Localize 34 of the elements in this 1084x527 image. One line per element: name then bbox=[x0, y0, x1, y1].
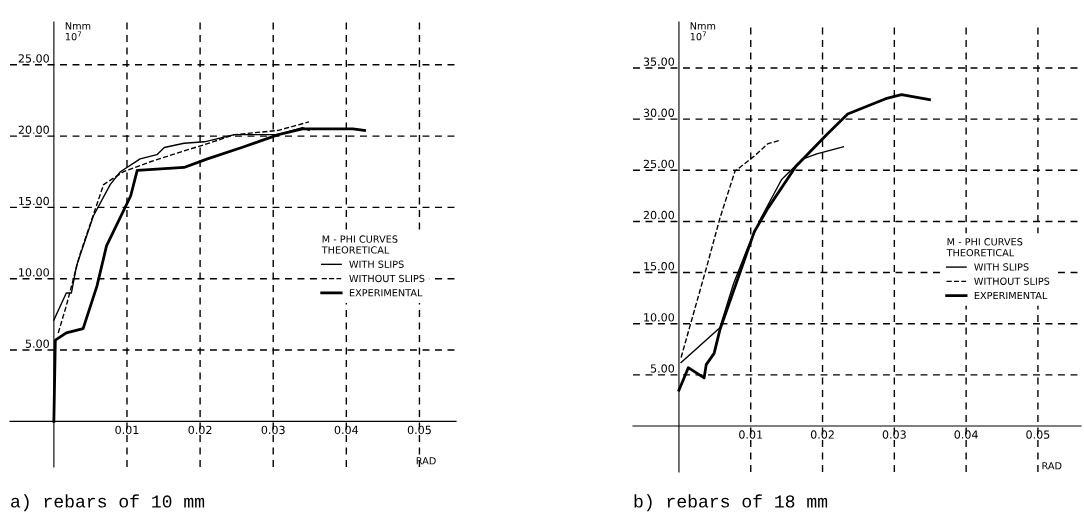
y-axis-title: Nmm 10$^{7}$ bbox=[690, 22, 716, 41]
legend-label: EXPERIMENTAL bbox=[974, 291, 1048, 300]
y-tick-label: 20.00 bbox=[18, 125, 49, 134]
y-tick-label: 25.00 bbox=[643, 159, 675, 169]
y-tick-label: 5.00 bbox=[25, 339, 49, 348]
x-tick-label: 0.03 bbox=[882, 430, 906, 439]
legend-label: WITH SLIPS bbox=[974, 263, 1029, 271]
x-tick-label: 0.03 bbox=[261, 425, 285, 435]
y-axis-title: Nmm 10$^{7}$ bbox=[65, 22, 91, 41]
text: a) rebars of 10 mm bbox=[11, 494, 205, 512]
y-tick-label: 10.00 bbox=[644, 313, 675, 322]
x-tick-label: 0.04 bbox=[334, 425, 359, 435]
legend-title: M - PHI CURVES THEORETICAL bbox=[946, 238, 1023, 257]
x-tick-label: 0.01 bbox=[115, 425, 139, 435]
x-axis-title: RAD bbox=[416, 457, 436, 465]
x-tick-label: 0.05 bbox=[1026, 430, 1050, 439]
y-tick-label: 30.00 bbox=[643, 108, 675, 118]
y-tick-label: 25.00 bbox=[18, 54, 49, 63]
legend-label: WITHOUT SLIPS bbox=[349, 274, 425, 283]
y-tick-label: 10.00 bbox=[19, 268, 49, 277]
x-tick-label: 0.04 bbox=[954, 430, 978, 439]
legend-title: M - PHI CURVES THEORETICAL bbox=[321, 235, 398, 254]
x-tick-label: 0.01 bbox=[739, 430, 763, 439]
legend-label: WITH SLIPS bbox=[349, 260, 404, 268]
x-tick-label: 0.02 bbox=[188, 425, 212, 435]
y-tick-label: 35.00 bbox=[643, 57, 675, 66]
y-tick-label: 15.00 bbox=[19, 196, 49, 206]
x-axis-title: RAD bbox=[1042, 462, 1062, 470]
y-tick-label: 20.00 bbox=[643, 210, 675, 220]
legend-label: WITHOUT SLIPS bbox=[974, 277, 1050, 285]
legend-label: EXPERIMENTAL bbox=[349, 289, 423, 297]
y-tick-label: 5.00 bbox=[650, 364, 675, 373]
text: b) rebars of 18 mm bbox=[634, 494, 828, 512]
y-tick-label: 15.00 bbox=[644, 262, 675, 271]
